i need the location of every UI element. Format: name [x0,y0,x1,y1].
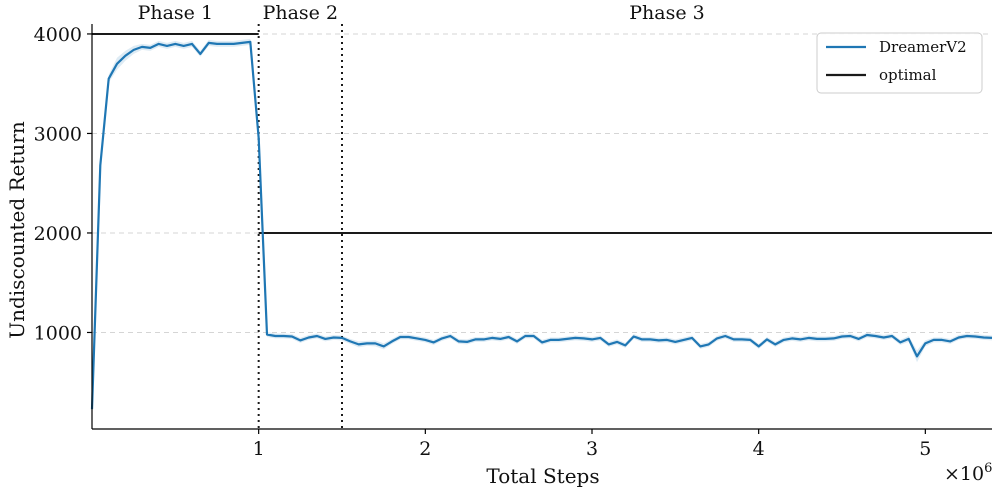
x-axis-label: Total Steps [486,464,599,488]
phase-label-3: Phase 3 [629,2,704,24]
x-tick-label-4: 4 [753,438,765,460]
confidence-band [92,38,992,412]
legend-label-optimal: optimal [879,66,937,84]
legend-label-dreamerv2: DreamerV2 [879,38,967,56]
x-multiplier-exponent: 6 [984,461,992,476]
legend: DreamerV2 optimal [816,32,983,94]
phase-label-2: Phase 2 [263,2,338,24]
dreamerv2-band [92,38,992,412]
y-tick-label-4000: 4000 [34,24,82,46]
x-tick-label-1: 1 [253,438,265,460]
y-tick-label-3000: 3000 [34,123,82,145]
dreamer-series [90,40,993,410]
x-tick-label-5: 5 [919,438,931,460]
x-ticks: 1 2 3 4 5 [253,429,931,460]
y-tick-label-2000: 2000 [34,223,82,245]
x-multiplier-label: ×106 [944,461,992,485]
x-tick-label-3: 3 [586,438,598,460]
phase-boundaries [257,24,343,429]
phase-labels: Phase 1 Phase 2 Phase 3 [138,2,705,24]
y-tick-label-1000: 1000 [34,322,82,344]
optimal-series [92,32,992,234]
phase-label-1: Phase 1 [138,2,213,24]
y-axis-label: Undiscounted Return [5,121,29,339]
axes [91,24,992,430]
dreamerv2-line [90,40,993,410]
x-tick-label-2: 2 [419,438,431,460]
y-ticks: 1000 2000 3000 4000 [34,24,92,344]
x-multiplier-base: ×10 [944,463,984,485]
